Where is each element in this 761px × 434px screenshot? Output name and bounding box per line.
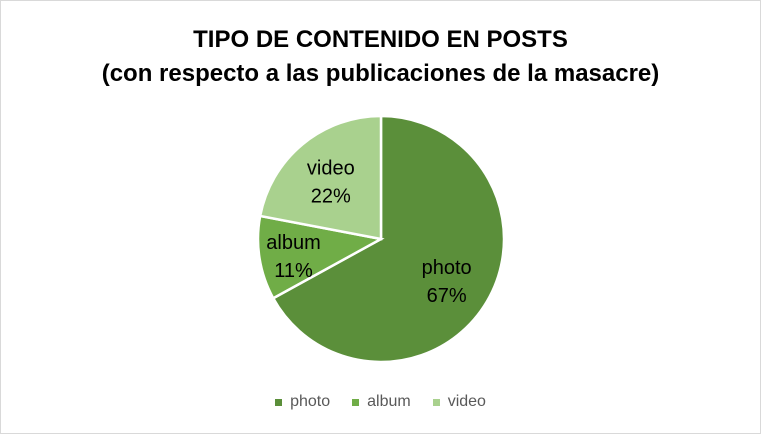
chart-subtitle: (con respecto a las publicaciones de la … — [101, 60, 660, 87]
legend-item-photo: photo — [275, 393, 330, 411]
chart-title: TIPO DE CONTENIDO EN POSTS — [193, 26, 568, 53]
legend-swatch-photo — [275, 398, 283, 406]
pie-slice-album — [256, 214, 385, 300]
legend-label-photo: photo — [290, 393, 331, 410]
legend-item-video: video — [432, 393, 486, 411]
slice-percent-album: 11% — [274, 260, 313, 282]
legend-label-album: album — [367, 393, 411, 410]
legend-label-video: video — [447, 393, 486, 410]
slice-percent-video: 22% — [311, 185, 351, 207]
pie-slice-photo — [271, 114, 506, 364]
legend-swatch-video — [432, 398, 440, 406]
legend-swatch-album — [352, 398, 360, 406]
slice-label-album: album — [266, 232, 320, 254]
slice-percent-photo: 67% — [427, 285, 467, 307]
chart-title-block: TIPO DE CONTENIDO EN POSTS (con respecto… — [1, 23, 760, 91]
legend: photo album video — [1, 393, 760, 411]
pie-slice-video — [258, 114, 383, 241]
legend-item-album: album — [352, 393, 411, 411]
slice-label-photo: photo — [422, 257, 472, 279]
slice-label-video: video — [307, 157, 355, 179]
